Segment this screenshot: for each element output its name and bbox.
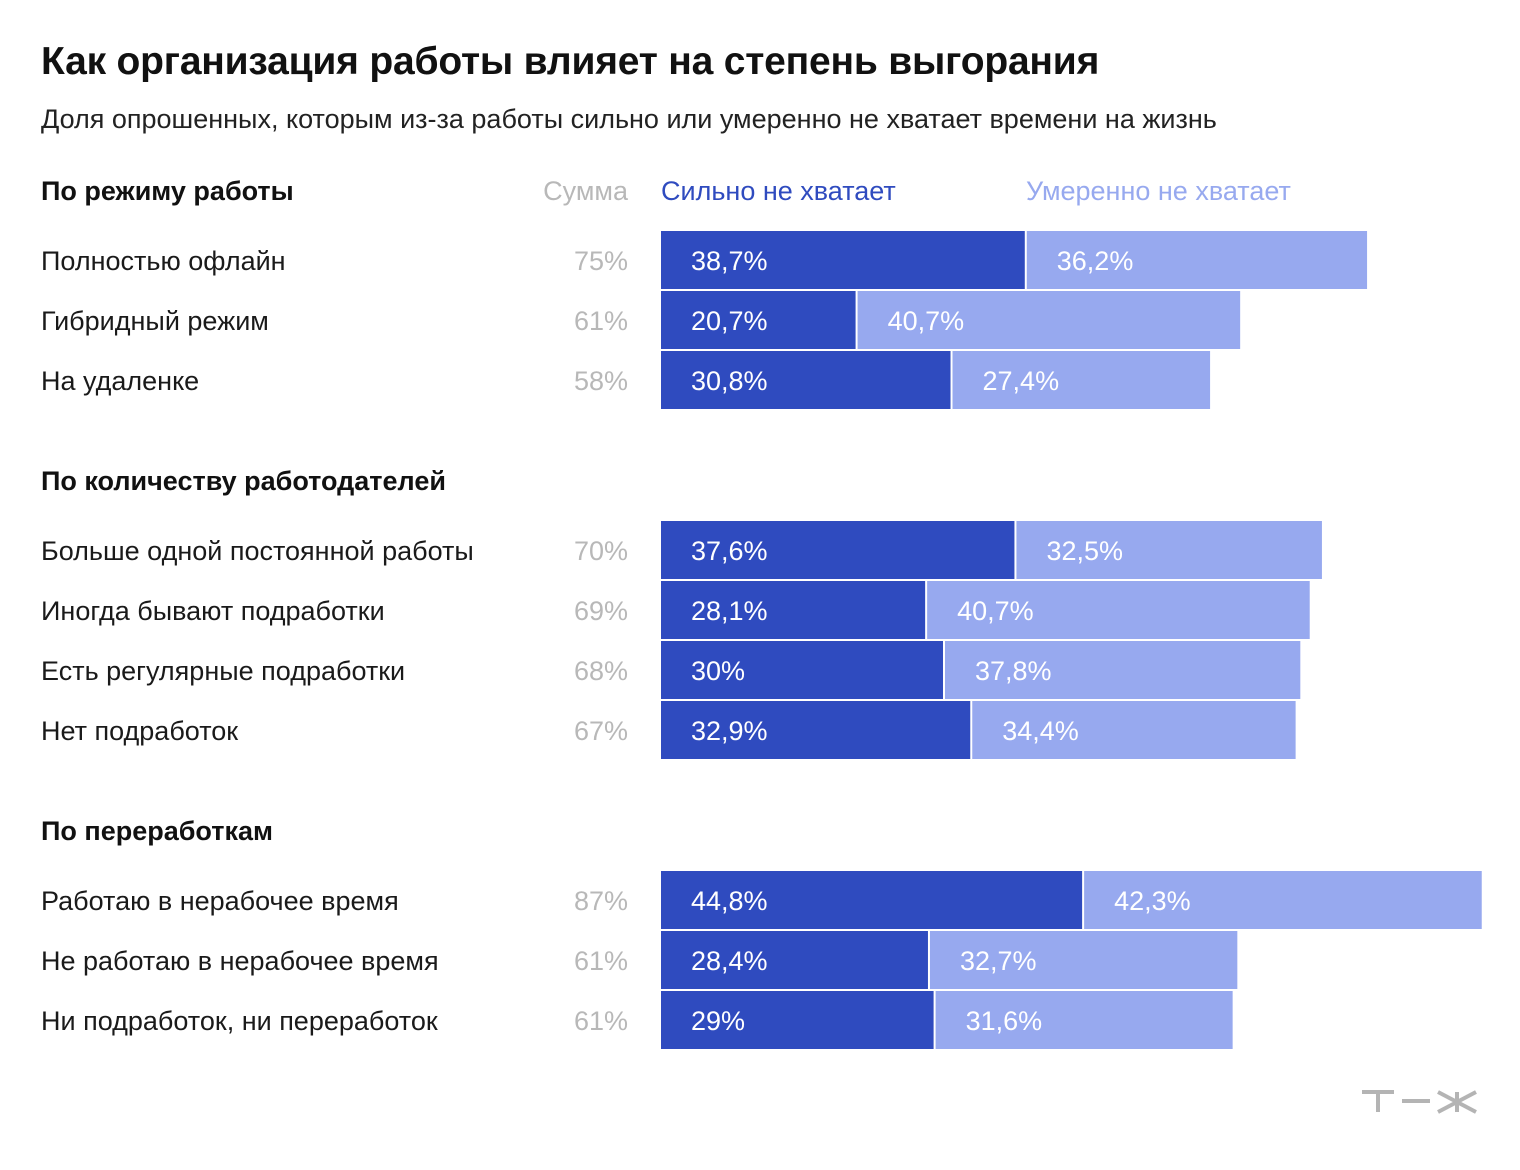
group-title: По количеству работодателей — [41, 466, 446, 496]
row-sum: 58% — [574, 366, 628, 396]
row-label: Иногда бывают подработки — [41, 596, 385, 626]
tzh-logo-icon — [1362, 1090, 1477, 1114]
bar-strong — [661, 931, 928, 989]
bar-label-moderate: 27,4% — [983, 366, 1060, 396]
bar-label-moderate: 32,7% — [960, 946, 1037, 976]
group-title: По режиму работы — [41, 176, 294, 206]
bar-moderate — [857, 291, 1241, 349]
row-label: Нет подработок — [41, 716, 238, 746]
bar-label-strong: 44,8% — [691, 886, 768, 916]
row-sum: 70% — [574, 536, 628, 566]
row-label: Полностью офлайн — [41, 246, 286, 276]
bar-label-moderate: 32,5% — [1046, 536, 1123, 566]
legend-series-moderate: Умеренно не хватает — [1026, 176, 1291, 206]
row-label: Работаю в нерабочее время — [41, 886, 399, 916]
bar-label-strong: 20,7% — [691, 306, 768, 336]
bar-label-moderate: 34,4% — [1002, 716, 1079, 746]
bar-strong — [661, 291, 856, 349]
bar-label-strong: 29% — [691, 1006, 745, 1036]
bar-label-strong: 38,7% — [691, 246, 768, 276]
bar-label-moderate: 37,8% — [975, 656, 1052, 686]
row-label: Ни подработок, ни переработок — [41, 1006, 438, 1036]
chart-title: Как организация работы влияет на степень… — [41, 40, 1100, 83]
bar-label-moderate: 42,3% — [1114, 886, 1191, 916]
row-label: На удаленке — [41, 366, 199, 396]
row-sum: 87% — [574, 886, 628, 916]
group-title: По переработкам — [41, 816, 273, 846]
bar-label-strong: 32,9% — [691, 716, 768, 746]
bar-moderate — [935, 991, 1233, 1049]
bar-label-moderate: 36,2% — [1057, 246, 1134, 276]
row-sum: 67% — [574, 716, 628, 746]
bar-moderate — [1084, 871, 1482, 929]
chart-subtitle: Доля опрошенных, которым из-за работы си… — [41, 104, 1217, 134]
bar-moderate — [972, 701, 1296, 759]
bar-strong — [661, 701, 971, 759]
bar-moderate — [1016, 521, 1322, 579]
bar-strong — [661, 991, 934, 1049]
bar-label-strong: 30% — [691, 656, 745, 686]
bar-strong — [661, 581, 926, 639]
bar-strong — [661, 521, 1015, 579]
bar-moderate — [929, 931, 1238, 989]
bar-label-strong: 28,4% — [691, 946, 768, 976]
row-label: Гибридный режим — [41, 306, 269, 336]
row-label: Не работаю в нерабочее время — [41, 946, 439, 976]
bar-strong — [661, 641, 943, 699]
bar-strong — [661, 871, 1083, 929]
legend-series-strong: Сильно не хватает — [661, 176, 896, 206]
bar-moderate — [1026, 231, 1368, 289]
row-sum: 69% — [574, 596, 628, 626]
bar-label-strong: 28,1% — [691, 596, 768, 626]
bar-label-moderate: 40,7% — [888, 306, 965, 336]
bar-label-strong: 30,8% — [691, 366, 768, 396]
bar-label-moderate: 40,7% — [957, 596, 1034, 626]
sum-header: Сумма — [543, 176, 629, 206]
row-label: Больше одной постоянной работы — [41, 536, 474, 566]
bar-strong — [661, 231, 1025, 289]
row-sum: 61% — [574, 946, 628, 976]
bar-moderate — [945, 641, 1301, 699]
row-sum: 75% — [574, 246, 628, 276]
row-sum: 61% — [574, 306, 628, 336]
row-sum: 68% — [574, 656, 628, 686]
bar-label-strong: 37,6% — [691, 536, 768, 566]
bar-moderate — [952, 351, 1211, 409]
bar-label-moderate: 31,6% — [966, 1006, 1043, 1036]
bar-moderate — [927, 581, 1310, 639]
row-label: Есть регулярные подработки — [41, 656, 405, 686]
bar-strong — [661, 351, 951, 409]
row-sum: 61% — [574, 1006, 628, 1036]
